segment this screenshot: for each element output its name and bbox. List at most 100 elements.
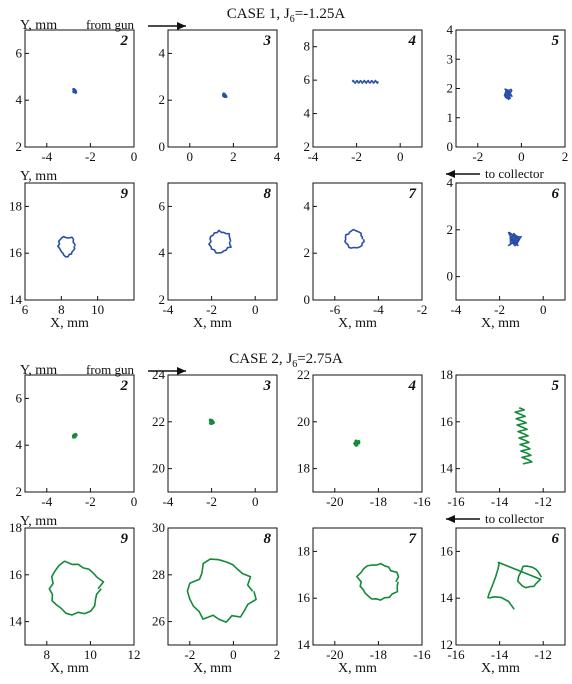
- case-1-panel-7-xtick-label: -6: [329, 302, 340, 317]
- case-1-panel-8: -4 -2 0 2 4 6 8: [159, 182, 278, 317]
- case-1-panel-3-ytick-label: 4: [159, 45, 166, 60]
- case-1-panel-4: -4 -2 0 2 4 6 8 4: [304, 29, 423, 164]
- case-1-panel-6-xtick-label: -2: [494, 302, 505, 317]
- case-2-panel-8-xtick-label: 0: [230, 647, 237, 662]
- case-1-to-collector-arrow-head: [446, 170, 455, 178]
- case-2-panel-4-xtick-label: -20: [326, 494, 343, 509]
- case-1-panel-8-trajectory: [208, 229, 232, 254]
- case-2-panel-2-ytick-label: 2: [16, 484, 23, 499]
- case-2-panel-6-ytick-label: 16: [440, 543, 454, 558]
- case-1-panel-7-ytick-label: 2: [304, 245, 311, 260]
- case-2-panel-4-trajectory: [353, 439, 361, 447]
- case-1-panel-2-ytick-label: 4: [16, 92, 23, 107]
- case-2-panel-5: -16 -14 -12 14 16 18 5: [440, 367, 566, 509]
- case-1-panel-6-xtick-label: 0: [540, 302, 547, 317]
- case-2-panel-8-number: 8: [264, 531, 272, 547]
- case-1-panel-3-xtick-label: 2: [230, 149, 237, 164]
- case-1-y-label-row2: Y, mm: [20, 169, 57, 184]
- case-2-panel-7-ytick-label: 14: [297, 637, 311, 652]
- case-2-panel-5-trajectory: [514, 407, 533, 465]
- case-2-panel-2-ytick-label: 4: [16, 437, 23, 452]
- case-1-panel-8-xtick-label: -2: [206, 302, 217, 317]
- case-1-panel-3-ytick-label: 0: [159, 139, 166, 154]
- case-1-panel-6-number: 6: [552, 186, 560, 202]
- case-2-panel-8-xtick-label: -2: [184, 647, 195, 662]
- case-2-panel-5-xtick-label: -14: [491, 494, 509, 509]
- case-1-panel-2-ytick-label: 2: [16, 139, 23, 154]
- case-1-panel-9-xtick-label: 8: [58, 302, 65, 317]
- case-2-panel-3-ytick-label: 22: [152, 414, 165, 429]
- case-1-y-label: Y, mm: [20, 18, 57, 33]
- case-1-panel-4-ytick-label: 4: [304, 106, 311, 121]
- case-1-panel-9: 6 8 10 14 16 18 9: [9, 182, 135, 317]
- case-1-panel-2-xtick-label: 0: [131, 149, 138, 164]
- case-2-panel-2-ytick-label: 6: [16, 390, 23, 405]
- case-1-panel-3-xtick-label: 0: [187, 149, 194, 164]
- case-1-panel-2-frame: [24, 29, 135, 148]
- case-1-panel-3-number: 3: [263, 33, 272, 49]
- case-2-panel-7-frame: [312, 527, 423, 646]
- case-1-panel-5-ytick-label: 3: [447, 51, 454, 66]
- case-2-panel-3-xtick-label: -4: [163, 494, 174, 509]
- case-2-panel-7-ytick-label: 18: [297, 543, 310, 558]
- case-1-panel-4-trajectory: [351, 79, 380, 84]
- case-1-panel-8-ytick-label: 2: [159, 292, 166, 307]
- case-2-panel-7-number: 7: [409, 531, 417, 547]
- case-1-panel-7-ytick-label: 0: [304, 292, 311, 307]
- case-2-panel-6-ytick-label: 12: [440, 637, 453, 652]
- case-2-x-label-1: X, mm: [50, 661, 89, 676]
- case-2-panel-3-ytick-label: 24: [152, 367, 166, 382]
- case-1-panel-5-ytick-label: 0: [447, 139, 454, 154]
- case-2-y-label: Y, mm: [20, 363, 57, 378]
- case-1-panel-4-xtick-label: -4: [308, 149, 319, 164]
- case-2-panel-8-frame: [167, 527, 278, 646]
- case-1-panel-5-ytick-label: 4: [447, 22, 454, 37]
- case-1-panel-9-xtick-label: 10: [91, 302, 104, 317]
- case-2-panel-5-ytick-label: 16: [440, 414, 454, 429]
- case-1-panel-6-frame: [455, 182, 566, 301]
- case-2-panel-6: -16 -14 -12 12 14 16 6: [440, 527, 566, 662]
- case-2-to-collector-label: to collector: [485, 511, 545, 526]
- case-1-panel-2-xtick-label: -4: [41, 149, 52, 164]
- case-2-panel-9-ytick-label: 18: [9, 520, 22, 535]
- case-1-to-collector-label: to collector: [485, 166, 545, 181]
- case-1-panel-8-ytick-label: 4: [159, 245, 166, 260]
- case-1-from-gun-label: from gun: [86, 17, 135, 32]
- case-2-panel-6-xtick-label: -12: [535, 647, 552, 662]
- case-2-panel-7: -20 -18 -16 14 16 18 7: [297, 527, 431, 662]
- case-1-panel-4-xtick-label: 0: [397, 149, 404, 164]
- case-2-panel-9: 8 10 12 14 16 18 9: [9, 520, 141, 662]
- case-2-panel-4-ytick-label: 18: [297, 461, 310, 476]
- case-1-panel-5-xtick-label: -2: [472, 149, 483, 164]
- case-2-x-label-4: X, mm: [481, 661, 520, 676]
- case-1-x-label-1: X, mm: [50, 316, 89, 331]
- case-2-panel-8-ytick-label: 26: [152, 614, 166, 629]
- case-2-panel-6-ytick-label: 14: [440, 590, 454, 605]
- case-2-panel-3-xtick-label: -2: [206, 494, 217, 509]
- case-2-to-collector-arrow-head: [446, 515, 455, 523]
- case-2-panel-4-frame: [312, 374, 423, 493]
- case-2-panel-5-xtick-label: -12: [535, 494, 552, 509]
- case-1-panel-8-frame: [167, 182, 278, 301]
- case-2-panel-4-xtick-label: -16: [413, 494, 431, 509]
- case-2-from-gun-arrow-head: [177, 367, 186, 375]
- case-2-x-label-2: X, mm: [193, 661, 232, 676]
- case-2-panel-8-ytick-label: 30: [152, 520, 165, 535]
- case-2-panel-3: -4 -2 0 20 22 24 3: [152, 367, 278, 509]
- case-2-panel-2-xtick-label: -4: [41, 494, 52, 509]
- case-1-panel-8-number: 8: [264, 186, 272, 202]
- case-2-panel-7-ytick-label: 16: [297, 590, 311, 605]
- case-2-panel-2-trajectory: [72, 432, 78, 439]
- case-1-panel-4-number: 4: [408, 33, 417, 49]
- case-2-panel-8-ytick-label: 28: [152, 567, 165, 582]
- case-2-panel-2-frame: [24, 374, 135, 493]
- case-2-panel-7-trajectory: [356, 562, 400, 601]
- case-1-from-gun-arrow-head: [177, 22, 186, 30]
- case-2-panel-9-frame: [24, 527, 135, 646]
- case-1-panel-6-xtick-label: -4: [451, 302, 462, 317]
- case-2-panel-9-xtick-label: 8: [44, 647, 51, 662]
- case-2-panel-5-frame: [455, 374, 566, 493]
- case-2-panel-9-xtick-label: 10: [84, 647, 97, 662]
- case-2-panel-6-trajectory: [487, 561, 543, 610]
